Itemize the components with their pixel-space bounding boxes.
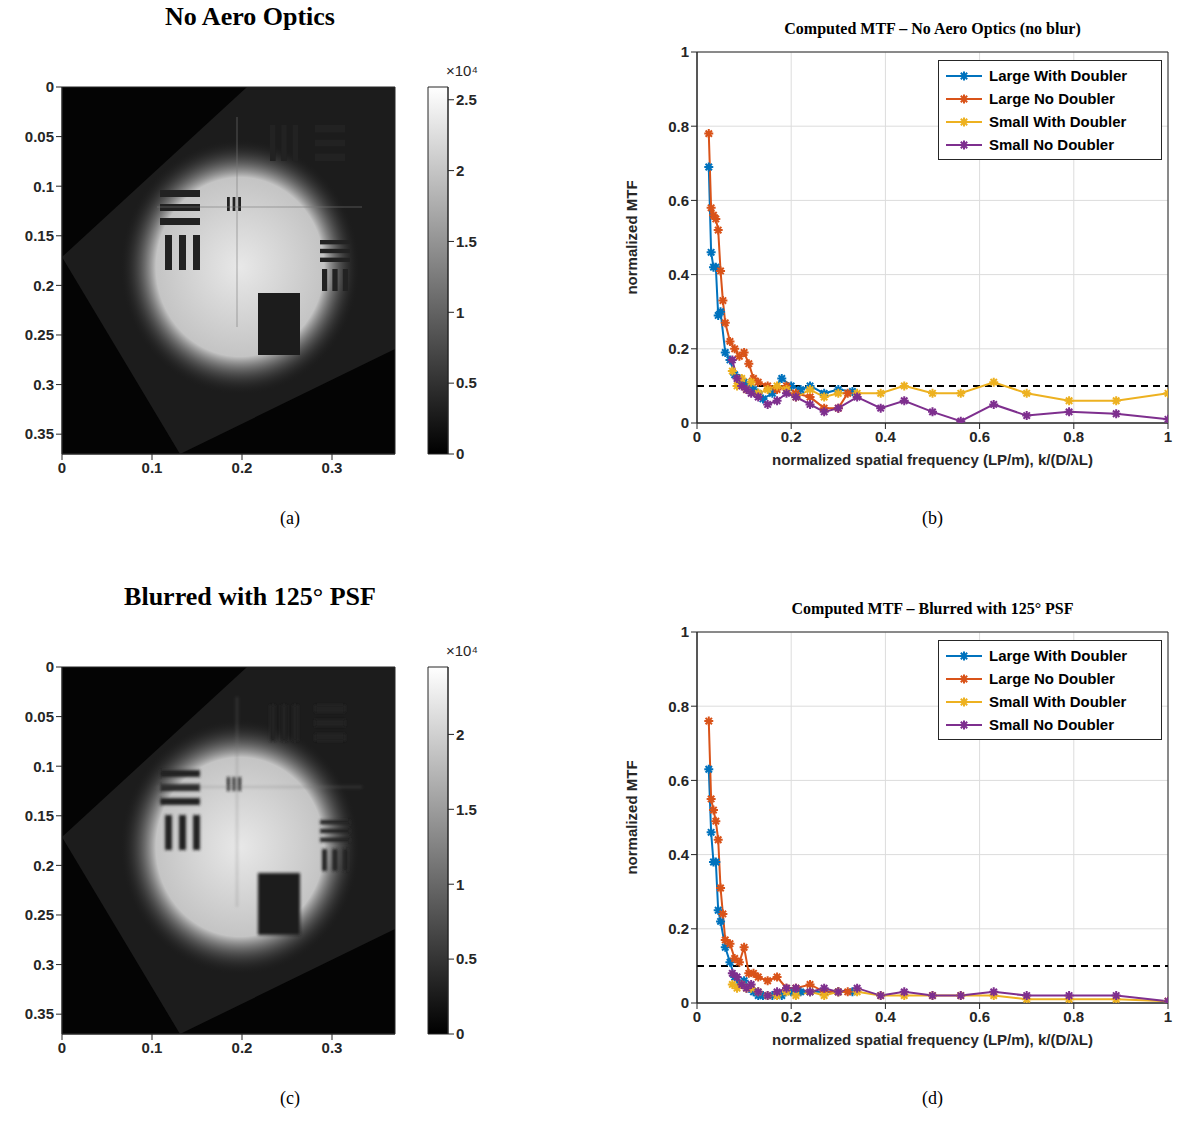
svg-text:0: 0 — [681, 414, 689, 431]
svg-text:0: 0 — [456, 1025, 464, 1042]
html-text:(d): (d) — [922, 1088, 943, 1108]
svg-text:0.05: 0.05 — [25, 128, 54, 145]
html-text:Small With Doubler: Small With Doubler — [989, 693, 1127, 710]
svg-text:0.05: 0.05 — [25, 708, 54, 725]
svg-text:0.2: 0.2 — [781, 428, 802, 445]
svg-text:0: 0 — [681, 994, 689, 1011]
svg-text:0.4: 0.4 — [875, 428, 897, 445]
html-text:Small No Doubler: Small No Doubler — [989, 716, 1114, 733]
html-text:Large With Doubler: Large With Doubler — [989, 647, 1128, 664]
svg-text:0.8: 0.8 — [668, 118, 689, 135]
svg-text:2: 2 — [456, 162, 464, 179]
svg-text:normalized spatial frequency (: normalized spatial frequency (LP/m), k/(… — [772, 1031, 1093, 1048]
svg-text:0.8: 0.8 — [1063, 1008, 1084, 1025]
svg-text:2: 2 — [456, 726, 464, 743]
svg-text:0.3: 0.3 — [322, 459, 343, 476]
html-text:Blurred with 125° PSF: Blurred with 125° PSF — [124, 582, 376, 611]
html-text:(a): (a) — [280, 508, 300, 528]
svg-text:0.2: 0.2 — [33, 857, 54, 874]
html-text:×10⁴: ×10⁴ — [446, 642, 478, 659]
svg-text:0.35: 0.35 — [25, 425, 54, 442]
svg-text:0.1: 0.1 — [33, 178, 54, 195]
html-text:(b): (b) — [922, 508, 943, 528]
svg-text:0.5: 0.5 — [456, 374, 477, 391]
svg-text:0: 0 — [693, 1008, 701, 1025]
html-text:(c): (c) — [280, 1088, 300, 1108]
svg-text:normalized spatial frequency (: normalized spatial frequency (LP/m), k/(… — [772, 451, 1093, 468]
svg-text:normalized MTF: normalized MTF — [623, 180, 640, 294]
svg-text:0.8: 0.8 — [1063, 428, 1084, 445]
svg-text:0.3: 0.3 — [33, 956, 54, 973]
html-text:Large No Doubler: Large No Doubler — [989, 670, 1115, 687]
svg-text:0.6: 0.6 — [668, 192, 689, 209]
html-text:No Aero Optics: No Aero Optics — [165, 2, 335, 31]
svg-text:0: 0 — [46, 78, 54, 95]
html-text:Large With Doubler: Large With Doubler — [989, 67, 1128, 84]
html-text:Large No Doubler: Large No Doubler — [989, 90, 1115, 107]
svg-text:0.2: 0.2 — [668, 340, 689, 357]
svg-text:0.4: 0.4 — [668, 846, 690, 863]
svg-text:0.6: 0.6 — [668, 772, 689, 789]
svg-text:0.1: 0.1 — [142, 459, 163, 476]
svg-text:0.3: 0.3 — [33, 376, 54, 393]
svg-text:0.4: 0.4 — [875, 1008, 897, 1025]
html-text:Computed MTF – Blurred with 12: Computed MTF – Blurred with 125° PSF — [791, 600, 1074, 617]
svg-text:0.2: 0.2 — [668, 920, 689, 937]
svg-text:0.2: 0.2 — [232, 459, 253, 476]
svg-text:0.5: 0.5 — [456, 950, 477, 967]
html-text:×10⁴: ×10⁴ — [446, 62, 478, 79]
svg-text:1: 1 — [1164, 428, 1172, 445]
svg-text:0: 0 — [46, 658, 54, 675]
svg-text:0.25: 0.25 — [25, 326, 54, 343]
svg-text:0: 0 — [58, 459, 66, 476]
svg-text:0.2: 0.2 — [33, 277, 54, 294]
svg-text:0.15: 0.15 — [25, 227, 54, 244]
svg-text:0: 0 — [456, 445, 464, 462]
svg-text:2.5: 2.5 — [456, 91, 477, 108]
svg-text:0.3: 0.3 — [322, 1039, 343, 1056]
svg-text:0.2: 0.2 — [232, 1039, 253, 1056]
svg-text:0.1: 0.1 — [142, 1039, 163, 1056]
svg-text:0.15: 0.15 — [25, 807, 54, 824]
svg-text:1: 1 — [456, 876, 464, 893]
svg-text:0.8: 0.8 — [668, 698, 689, 715]
svg-text:normalized MTF: normalized MTF — [623, 760, 640, 874]
svg-text:1.5: 1.5 — [456, 233, 477, 250]
html-text:Computed MTF – No Aero Optics: Computed MTF – No Aero Optics (no blur) — [784, 20, 1081, 37]
svg-text:0: 0 — [693, 428, 701, 445]
svg-text:1: 1 — [1164, 1008, 1172, 1025]
svg-text:0.25: 0.25 — [25, 906, 54, 923]
svg-text:0.1: 0.1 — [33, 758, 54, 775]
svg-text:1.5: 1.5 — [456, 801, 477, 818]
svg-text:1: 1 — [456, 304, 464, 321]
svg-text:0.6: 0.6 — [969, 1008, 990, 1025]
svg-text:1: 1 — [681, 623, 689, 640]
svg-text:0.6: 0.6 — [969, 428, 990, 445]
svg-text:1: 1 — [681, 43, 689, 60]
html-text:Small With Doubler: Small With Doubler — [989, 113, 1127, 130]
svg-text:0.4: 0.4 — [668, 266, 690, 283]
svg-text:0.2: 0.2 — [781, 1008, 802, 1025]
svg-text:0.35: 0.35 — [25, 1005, 54, 1022]
html-text:Small No Doubler: Small No Doubler — [989, 136, 1114, 153]
svg-text:0: 0 — [58, 1039, 66, 1056]
